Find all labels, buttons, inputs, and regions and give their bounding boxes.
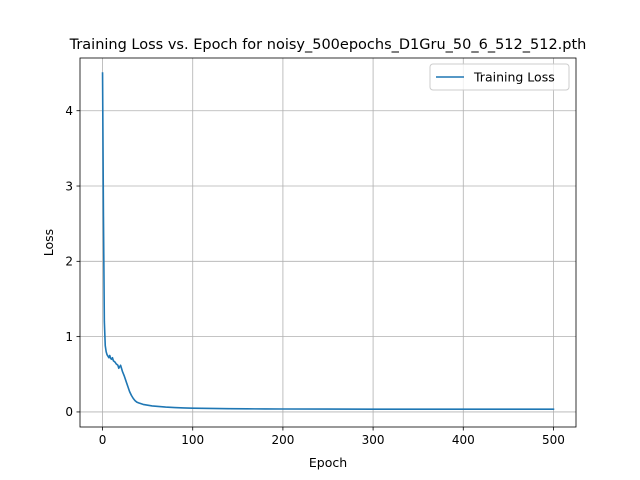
y-axis-label: Loss <box>41 229 56 256</box>
ticks: 0 100 200 300 400 500 0 1 2 3 4 <box>65 104 565 447</box>
x-tick-label: 100 <box>181 433 204 447</box>
x-tick-label: 200 <box>271 433 294 447</box>
plot-frame <box>79 57 577 428</box>
x-tick-label: 300 <box>362 433 385 447</box>
x-tick-label: 500 <box>542 433 565 447</box>
x-tick-label: 400 <box>452 433 475 447</box>
x-tick-label: 0 <box>99 433 107 447</box>
series-layer <box>101 72 555 411</box>
legend: Training Loss <box>429 63 570 91</box>
y-tick-label: 4 <box>65 104 73 118</box>
x-axis-label: Epoch <box>309 455 347 470</box>
legend-label-training-loss: Training Loss <box>473 70 555 85</box>
legend-box <box>429 63 570 91</box>
y-tick-label: 1 <box>65 330 73 344</box>
grid <box>80 58 576 427</box>
chart-title: Training Loss vs. Epoch for noisy_500epo… <box>69 37 587 53</box>
y-tick-label: 0 <box>65 405 73 419</box>
series-line-training-loss <box>101 72 555 411</box>
y-tick-label: 2 <box>65 255 73 269</box>
y-tick-label: 3 <box>65 179 73 193</box>
